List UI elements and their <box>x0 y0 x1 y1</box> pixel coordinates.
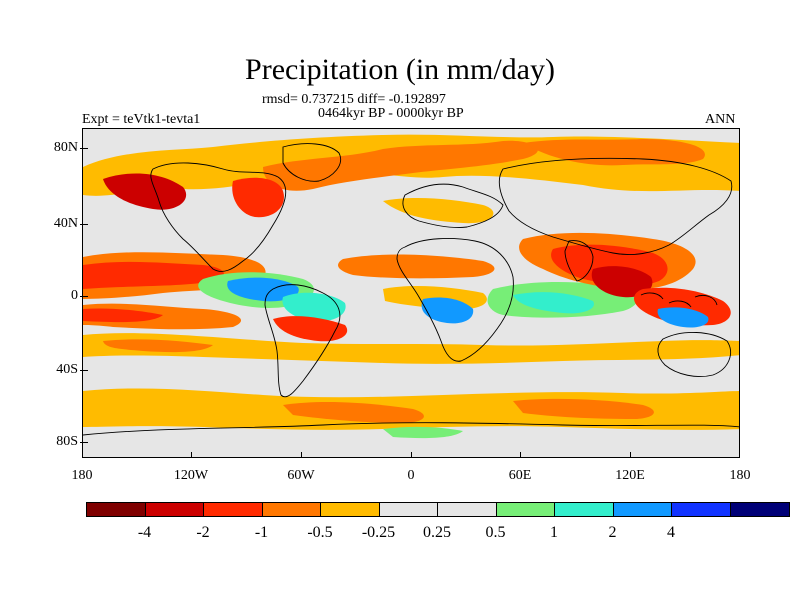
period-line: 0464kyr BP - 0000kyr BP <box>318 106 464 121</box>
anomaly-region <box>591 266 653 298</box>
anomaly-region <box>232 177 284 218</box>
lon-label-60e: 60E <box>508 468 532 483</box>
anomaly-region <box>421 297 474 324</box>
lon-tick <box>301 452 302 458</box>
colorbar <box>86 502 790 517</box>
north-america-outline <box>150 162 287 272</box>
lat-tick <box>80 370 88 371</box>
colorbar-box <box>555 503 614 516</box>
anomaly-region <box>513 292 594 314</box>
colorbar-box <box>145 503 204 516</box>
coastlines <box>83 143 739 436</box>
anomaly-region <box>338 254 495 279</box>
colorbar-label: -1 <box>254 524 269 541</box>
lat-tick <box>80 296 88 297</box>
map-canvas <box>83 129 739 457</box>
anomaly-region <box>227 277 299 302</box>
colorbar-box <box>730 503 789 516</box>
colorbar-box <box>613 503 672 516</box>
anomaly-region <box>283 402 424 423</box>
colorbar-label: -0.5 <box>307 524 333 541</box>
colorbar-label: -4 <box>137 524 152 541</box>
colorbar-box <box>204 503 263 516</box>
colorbar-label: 2 <box>608 524 617 541</box>
lat-tick <box>80 224 88 225</box>
anomaly-region <box>83 333 739 364</box>
colorbar-label: 0.25 <box>423 524 451 541</box>
anomaly-region <box>273 316 348 342</box>
anomaly-region <box>657 307 709 328</box>
lat-label-40s: 40S <box>56 362 78 377</box>
anomaly-region <box>523 139 705 166</box>
colorbar-box <box>321 503 380 516</box>
anomaly-region <box>513 398 654 419</box>
australia-outline <box>657 331 731 377</box>
anomaly-region <box>103 339 213 353</box>
lat-label-0: 0 <box>71 288 78 303</box>
lon-label-180-west: 180 <box>71 468 93 483</box>
anomaly-region <box>103 173 187 210</box>
lon-label-60w: 60W <box>287 468 315 483</box>
colorbar-label: -2 <box>196 524 210 541</box>
precipitation-map <box>82 128 740 458</box>
colorbar-label: 1 <box>550 524 558 541</box>
stats-line: rmsd= 0.737215 diff= -0.192897 <box>262 92 446 107</box>
lon-tick <box>191 452 192 458</box>
anomaly-region <box>83 261 224 289</box>
antarctica-outline <box>83 422 739 436</box>
lon-tick <box>630 452 631 458</box>
europe-outline <box>402 183 504 228</box>
colorbar-box <box>438 503 497 516</box>
colorbar-label: -0.25 <box>361 524 396 541</box>
lon-tick <box>411 452 412 458</box>
lat-label-40n: 40N <box>53 216 78 231</box>
lat-tick <box>80 148 88 149</box>
map-title: Precipitation (in mm/day) <box>245 53 555 86</box>
experiment-label: Expt = teVtk1-tevta1 <box>82 112 201 127</box>
lon-label-120e: 120E <box>615 468 645 483</box>
lat-label-80s: 80S <box>56 434 78 449</box>
lat-tick <box>80 442 88 443</box>
greenland-outline <box>282 143 341 182</box>
lon-label-0: 0 <box>407 468 415 483</box>
colorbar-label: 4 <box>667 524 675 541</box>
lat-label-80n: 80N <box>53 140 78 155</box>
south-america-outline <box>264 284 341 398</box>
anomaly-region <box>383 198 494 224</box>
anomaly-region <box>383 426 463 439</box>
lon-label-180-east: 180 <box>729 468 751 483</box>
africa-outline <box>396 238 514 362</box>
season-label: ANN <box>705 112 736 127</box>
lon-label-120w: 120W <box>173 468 209 483</box>
colorbar-box <box>496 503 555 516</box>
colorbar-box <box>262 503 321 516</box>
asia-outline <box>498 157 733 256</box>
colorbar-box <box>379 503 438 516</box>
anomaly-region <box>282 292 346 322</box>
colorbar-box <box>87 503 146 516</box>
anomaly-region <box>83 308 163 323</box>
colorbar-label: 0.5 <box>485 524 506 541</box>
maritime-islands-outline <box>640 292 718 308</box>
colorbar-box <box>672 503 731 516</box>
anomaly-region <box>263 140 538 191</box>
lon-tick <box>520 452 521 458</box>
india-outline <box>564 240 594 282</box>
